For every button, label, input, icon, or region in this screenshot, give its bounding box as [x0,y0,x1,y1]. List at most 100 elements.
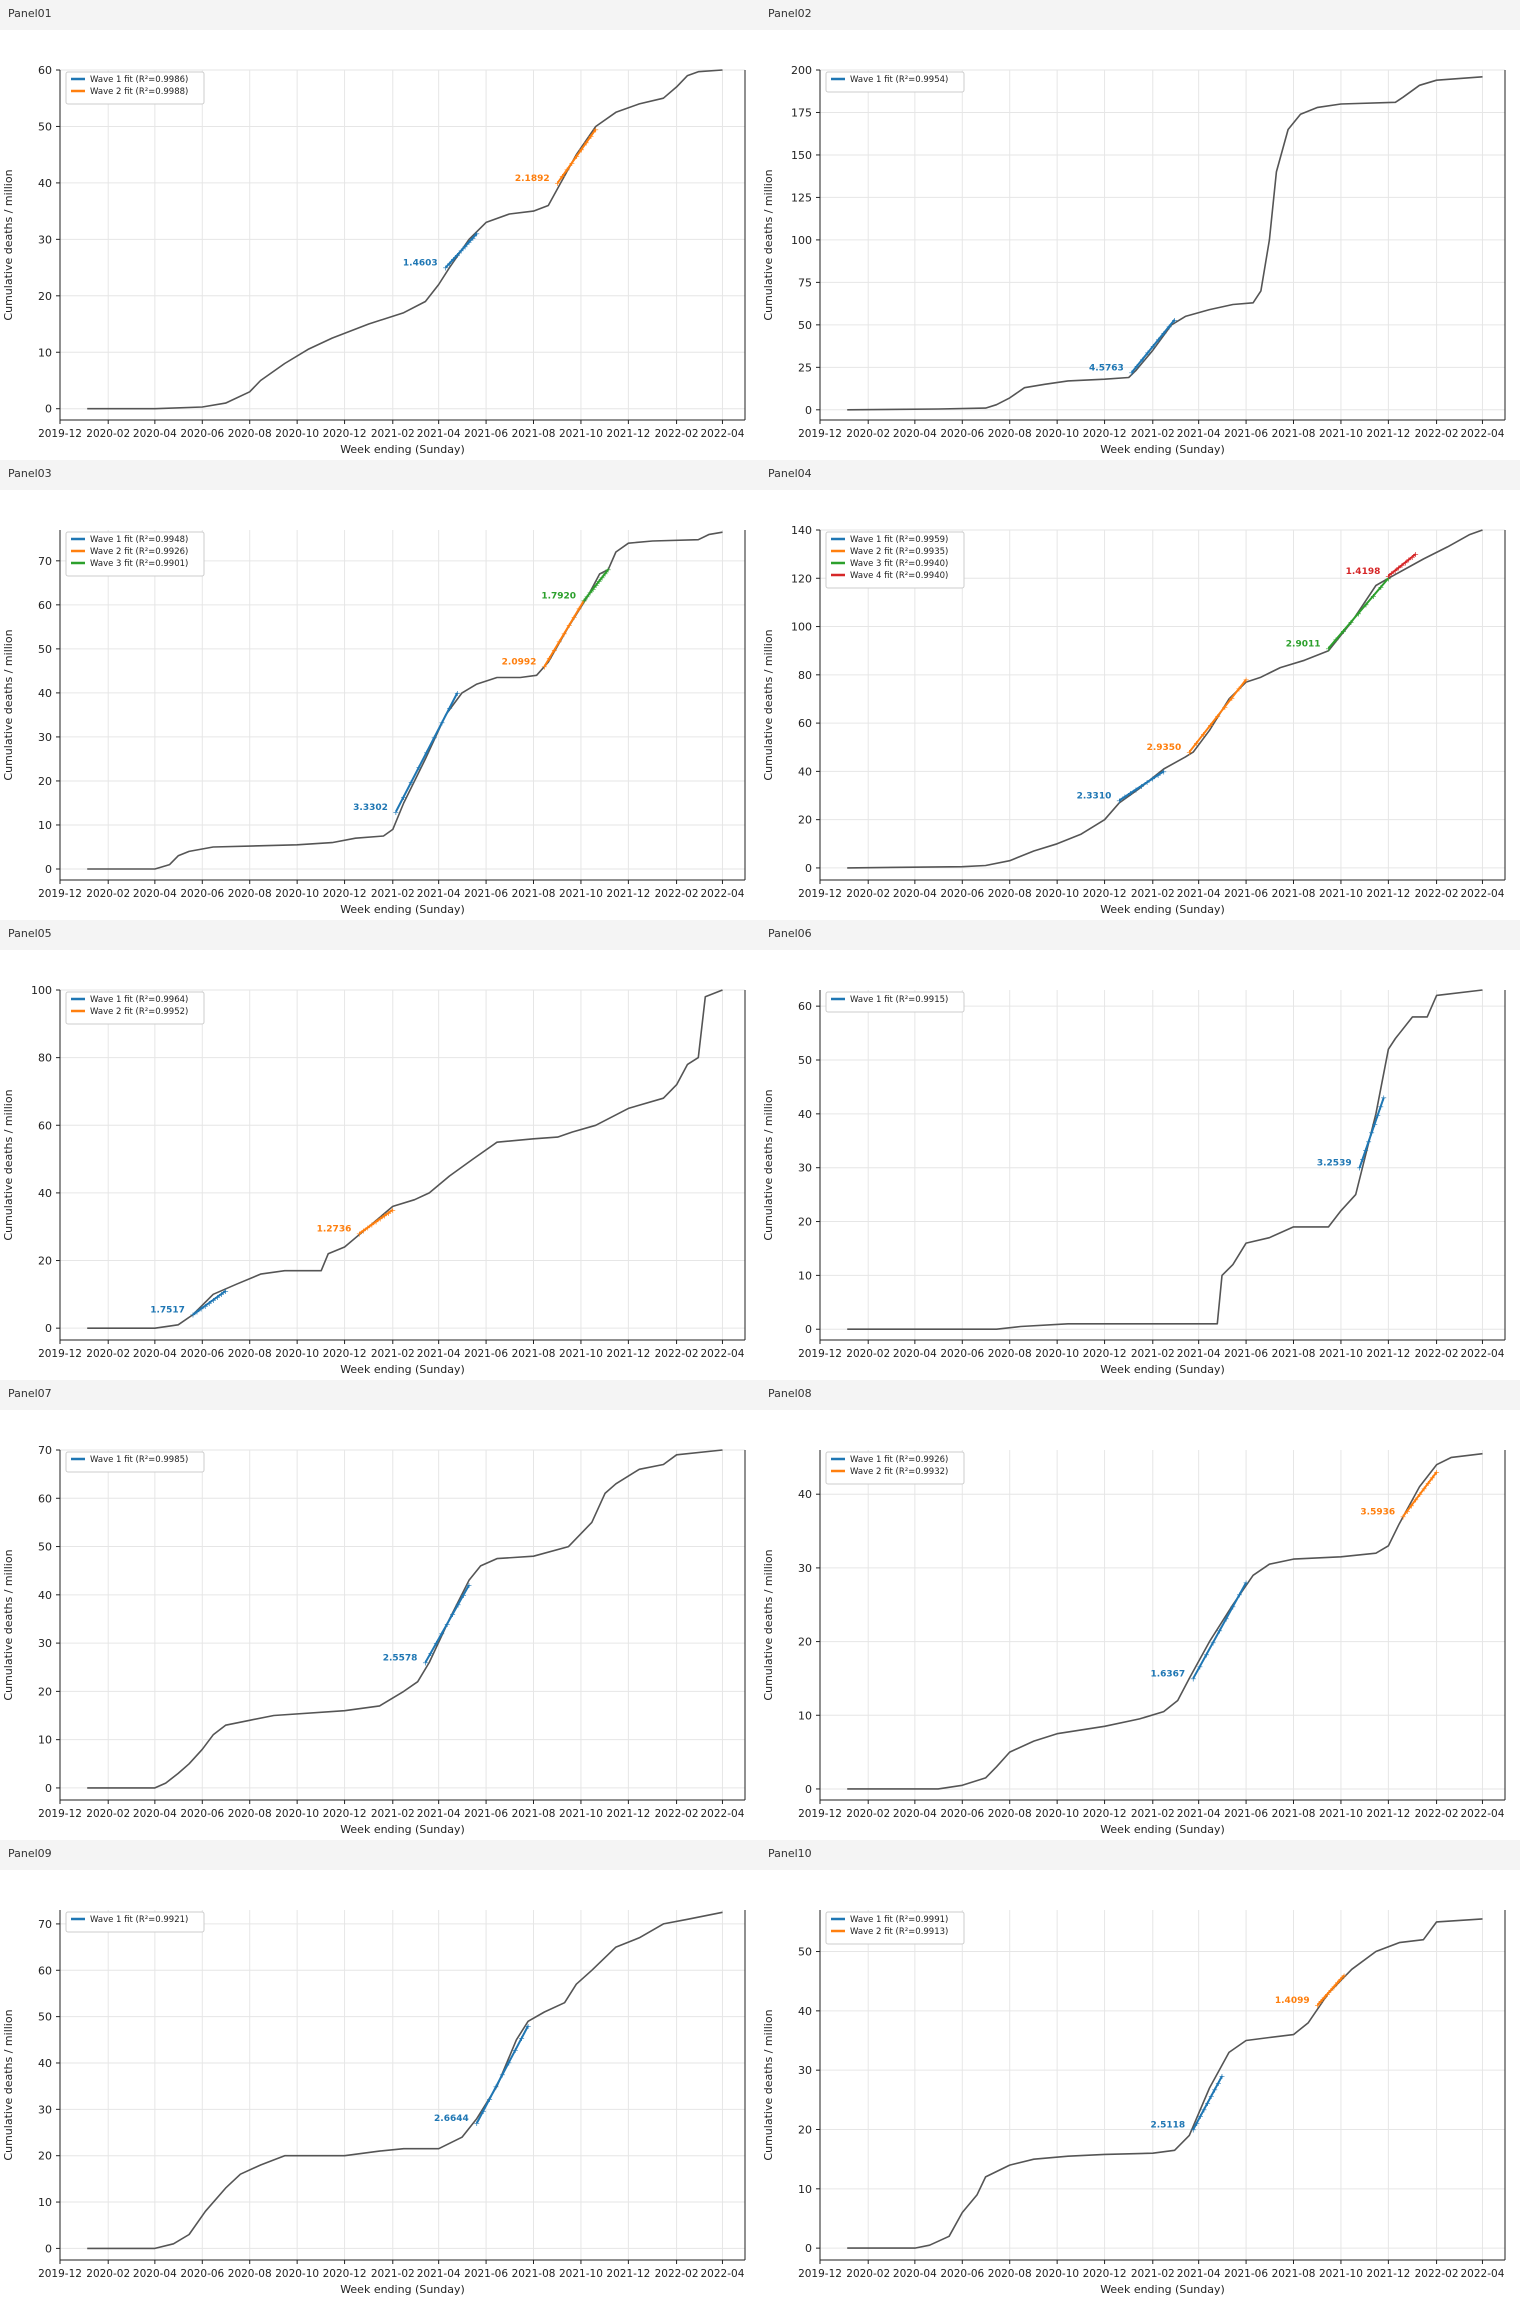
wave-fit-line [395,692,459,813]
chart-panel: Panel05 0 20 40 60 80 100 2019-12 2020-02 2020-04… [0,920,760,1380]
x-tick-label: 2021-06 [1224,1808,1268,1820]
legend-box [65,71,205,105]
y-tick-label: 10 [798,2183,812,2196]
y-axis-label: Cumulative deaths / million [2,1089,15,1240]
wave-fit-marker: + [566,621,573,630]
x-tick-label: 2021-10 [1319,888,1363,900]
y-tick-label: 10 [38,2196,52,2209]
wave-fit-marker: + [554,179,561,188]
y-tick-label: 0 [805,862,812,875]
x-tick-label: 2020-10 [1035,1808,1079,1820]
wave-fit-marker: + [583,139,590,148]
wave-fit-marker: + [561,629,568,638]
panel-title: Panel09 [8,1847,52,1860]
y-tick-label: 50 [798,319,812,332]
wave-fit-marker: + [423,748,430,757]
x-tick-label: 2022-04 [1461,428,1505,440]
legend-entry: Wave 2 fit (R²=0.9926) [90,547,188,557]
panel-title: Panel01 [8,7,52,20]
legend-box [825,1911,965,1945]
y-tick-label: 0 [45,863,52,876]
wave-fit-marker: + [454,689,461,698]
y-axis-label: Cumulative deaths / million [2,2009,15,2160]
wave-fit-marker: + [576,605,583,614]
wave-fit-marker: + [1355,609,1362,618]
chart-panel: Panel10 0 10 20 30 40 50 2019-12 2020-02 2020-04 2… [760,1840,1520,2300]
x-axis-label: Week ending (Sunday) [1100,1823,1225,1836]
wave-fit-marker: + [222,1287,229,1296]
x-tick-label: 2021-08 [1272,1348,1316,1360]
panel-header: Panel07 [0,1380,760,1410]
y-tick-label: 75 [798,276,812,289]
x-axis-label: Week ending (Sunday) [1100,903,1225,916]
wave-fit-line [1188,679,1247,753]
wave-fit-marker: + [473,230,480,239]
wave-fit-line [424,1584,470,1663]
wave-fit-line [1402,1471,1438,1517]
x-tick-label: 2022-04 [1461,2268,1505,2280]
legend-box [65,991,205,1025]
wave-fit-marker: + [546,654,553,663]
y-tick-label: 20 [798,2123,812,2136]
wave-fit-marker: + [1223,1615,1230,1624]
x-tick-label: 2019-12 [798,1808,842,1820]
panel-title: Panel05 [8,927,52,940]
wave-fit-marker: + [1359,1155,1366,1164]
legend-entry: Wave 1 fit (R²=0.9921) [90,1915,188,1925]
wave-fit-marker: + [1362,1146,1369,1155]
wave-fit-marker: + [1365,1137,1372,1146]
x-tick-label: 2020-04 [893,888,937,900]
cumulative-deaths-line [847,1918,1483,2249]
wave-fit-line [1118,770,1165,802]
x-tick-label: 2019-12 [798,2268,842,2280]
y-tick-label: 60 [38,64,52,77]
chart-panel: Panel09 0 10 20 30 40 50 60 70 2019-12 2020-02 2020… [0,1840,760,2300]
y-tick-label: 30 [798,1162,812,1175]
wave-fit-marker: + [1363,601,1370,610]
wave-fit-marker: + [438,1629,445,1638]
wave-rate-label: 2.6644 [434,2114,469,2124]
x-tick-label: 2020-12 [323,428,367,440]
y-tick-label: 100 [791,621,812,634]
wave-fit-marker: + [1404,1507,1411,1516]
x-tick-label: 2020-08 [988,428,1032,440]
legend-entry: Wave 3 fit (R²=0.9940) [850,559,948,569]
legend-box [825,71,965,93]
wave-fit-marker: + [1144,778,1151,787]
chart-panel: Panel01 0 10 20 30 40 50 60 2019-12 2020-02 2020-0… [0,0,760,460]
x-tick-label: 2019-12 [798,1348,842,1360]
x-tick-label: 2020-12 [1083,2268,1127,2280]
wave-fit-marker: + [581,596,588,605]
y-tick-label: 50 [38,643,52,656]
x-tick-label: 2020-06 [940,2268,984,2280]
wave-fit-marker: + [460,1591,467,1600]
panel-title: Panel10 [768,1847,812,1860]
wave-fit-marker: + [1144,349,1151,358]
x-tick-label: 2021-06 [464,2268,508,2280]
x-tick-label: 2020-06 [940,1808,984,1820]
panel-title: Panel06 [768,927,812,940]
y-tick-label: 0 [45,403,52,416]
y-tick-label: 60 [798,717,812,730]
x-tick-label: 2020-10 [275,1348,319,1360]
wave-fit-marker: + [210,1296,217,1305]
x-tick-label: 2021-12 [1366,1808,1410,1820]
y-tick-label: 10 [38,819,52,832]
wave-fit-marker: + [206,1299,213,1308]
y-tick-label: 20 [798,814,812,827]
x-tick-label: 2021-04 [417,1808,461,1820]
legend-entry: Wave 4 fit (R²=0.9940) [850,571,948,581]
legend-entry: Wave 2 fit (R²=0.9913) [850,1927,948,1937]
wave-fit-marker: + [573,152,580,161]
wave-fit-marker: + [1412,1496,1419,1505]
x-tick-label: 2020-10 [1035,1348,1079,1360]
wave-fit-marker: + [1377,1102,1384,1111]
x-tick-label: 2022-04 [701,888,745,900]
y-tick-label: 0 [805,2242,812,2255]
x-tick-label: 2020-02 [846,428,890,440]
wave-fit-line [543,599,585,667]
x-tick-label: 2022-02 [655,888,699,900]
x-tick-label: 2020-04 [893,1808,937,1820]
